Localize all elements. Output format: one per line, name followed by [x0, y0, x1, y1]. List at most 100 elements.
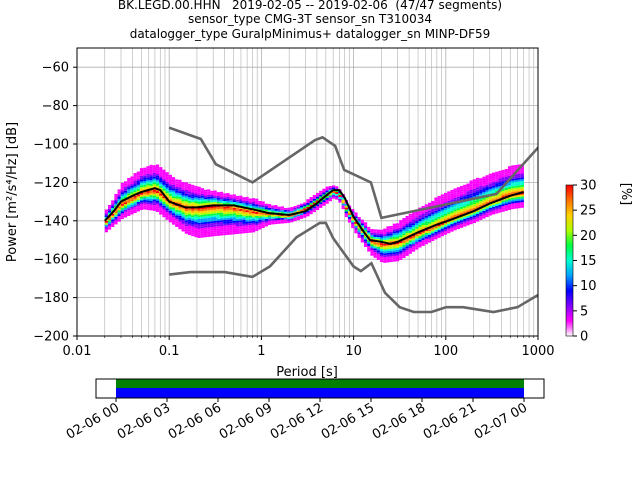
- psd-cell: [187, 202, 192, 205]
- psd-cell: [178, 198, 182, 201]
- psd-cell: [136, 200, 140, 202]
- psd-cell: [203, 195, 208, 198]
- psd-cell: [264, 218, 268, 221]
- psd-cell: [495, 171, 499, 174]
- psd-cell: [424, 234, 428, 237]
- psd-cell: [405, 231, 409, 234]
- psd-cell: [162, 198, 166, 201]
- psd-cell: [450, 229, 454, 232]
- psd-cell: [466, 217, 470, 220]
- psd-cell: [456, 217, 460, 220]
- psd-cell: [104, 226, 108, 229]
- psd-cell: [159, 199, 163, 202]
- psd-cell: [261, 203, 265, 206]
- psd-cell: [376, 235, 380, 238]
- psd-cell: [472, 202, 476, 204]
- psd-cell: [235, 214, 240, 217]
- psd-cell: [312, 210, 316, 213]
- psd-cell: [229, 219, 233, 222]
- psd-cell: [504, 189, 508, 192]
- psd-cell: [469, 184, 473, 187]
- psd-cell: [418, 238, 422, 240]
- psd-cell: [399, 235, 403, 238]
- psd-cell: [200, 226, 204, 229]
- psd-cell: [258, 202, 262, 205]
- psd-cell: [146, 166, 150, 169]
- psd-cell: [242, 225, 246, 228]
- psd-cell: [114, 216, 118, 219]
- psd-cell: [159, 212, 163, 215]
- psd-cell: [200, 224, 204, 227]
- psd-cell: [485, 199, 489, 202]
- psd-cell: [175, 187, 179, 189]
- psd-cell: [434, 237, 438, 240]
- psd-cell: [200, 222, 204, 225]
- psd-cell: [514, 176, 518, 179]
- psd-cell: [405, 246, 409, 249]
- psd-cell: [232, 209, 236, 212]
- y-tick-label: −100: [33, 138, 69, 153]
- psd-cell: [143, 201, 147, 204]
- psd-cell: [488, 213, 492, 216]
- psd-cell: [402, 221, 406, 224]
- psd-cell: [223, 201, 227, 203]
- psd-cell: [395, 259, 400, 262]
- psd-cell: [293, 217, 297, 220]
- psd-cell: [223, 229, 227, 232]
- psd-cell: [111, 208, 115, 210]
- psd-cell: [258, 227, 262, 230]
- psd-cell: [127, 179, 131, 182]
- psd-cell: [175, 190, 179, 193]
- psd-cell: [245, 196, 249, 199]
- psd-cell: [155, 170, 160, 173]
- psd-cell: [411, 236, 416, 239]
- psd-cell: [127, 191, 131, 194]
- psd-cell: [200, 220, 204, 223]
- y-tick-label: −200: [33, 330, 69, 345]
- psd-cell: [511, 167, 515, 170]
- psd-cell: [165, 177, 169, 180]
- psd-cell: [219, 224, 224, 227]
- psd-cell: [354, 212, 358, 215]
- psd-cell: [200, 195, 204, 198]
- psd-cell: [229, 221, 233, 224]
- psd-cell: [127, 185, 131, 188]
- psd-cell: [411, 219, 416, 222]
- psd-cell: [511, 165, 515, 168]
- psd-cell: [434, 222, 438, 225]
- title-line-3: datalogger_type GuralpMinimus+ datalogge…: [129, 27, 491, 41]
- psd-cell: [469, 222, 473, 225]
- psd-cell: [360, 223, 364, 226]
- psd-cell: [434, 231, 438, 234]
- psd-cell: [171, 205, 176, 208]
- psd-cell: [501, 190, 505, 193]
- psd-cell: [261, 214, 265, 217]
- psd-cell: [213, 211, 217, 214]
- psd-cell: [517, 177, 521, 180]
- psd-cell: [511, 186, 515, 189]
- psd-cell: [466, 196, 470, 199]
- psd-cell: [203, 191, 208, 194]
- psd-cell: [107, 222, 112, 224]
- psd-cell: [463, 211, 467, 214]
- psd-cell: [472, 194, 476, 197]
- psd-cell: [127, 187, 131, 190]
- psd-cell: [450, 205, 454, 207]
- psd-cell: [242, 208, 246, 211]
- psd-cell: [239, 229, 243, 232]
- psd-cell: [421, 242, 425, 244]
- psd-cell: [178, 179, 182, 182]
- psd-cell: [507, 187, 512, 189]
- psd-cell: [389, 254, 393, 257]
- psd-cell: [501, 173, 505, 176]
- psd-cell: [107, 227, 112, 230]
- colorbar-tick-label: 20: [580, 229, 597, 244]
- psd-cell: [133, 174, 137, 177]
- psd-cell: [210, 217, 214, 220]
- psd-cell: [114, 211, 118, 213]
- psd-cell: [200, 230, 204, 232]
- psd-cell: [216, 207, 220, 210]
- psd-cell: [213, 196, 217, 199]
- psd-cell: [424, 221, 428, 224]
- psd-cell: [235, 209, 240, 212]
